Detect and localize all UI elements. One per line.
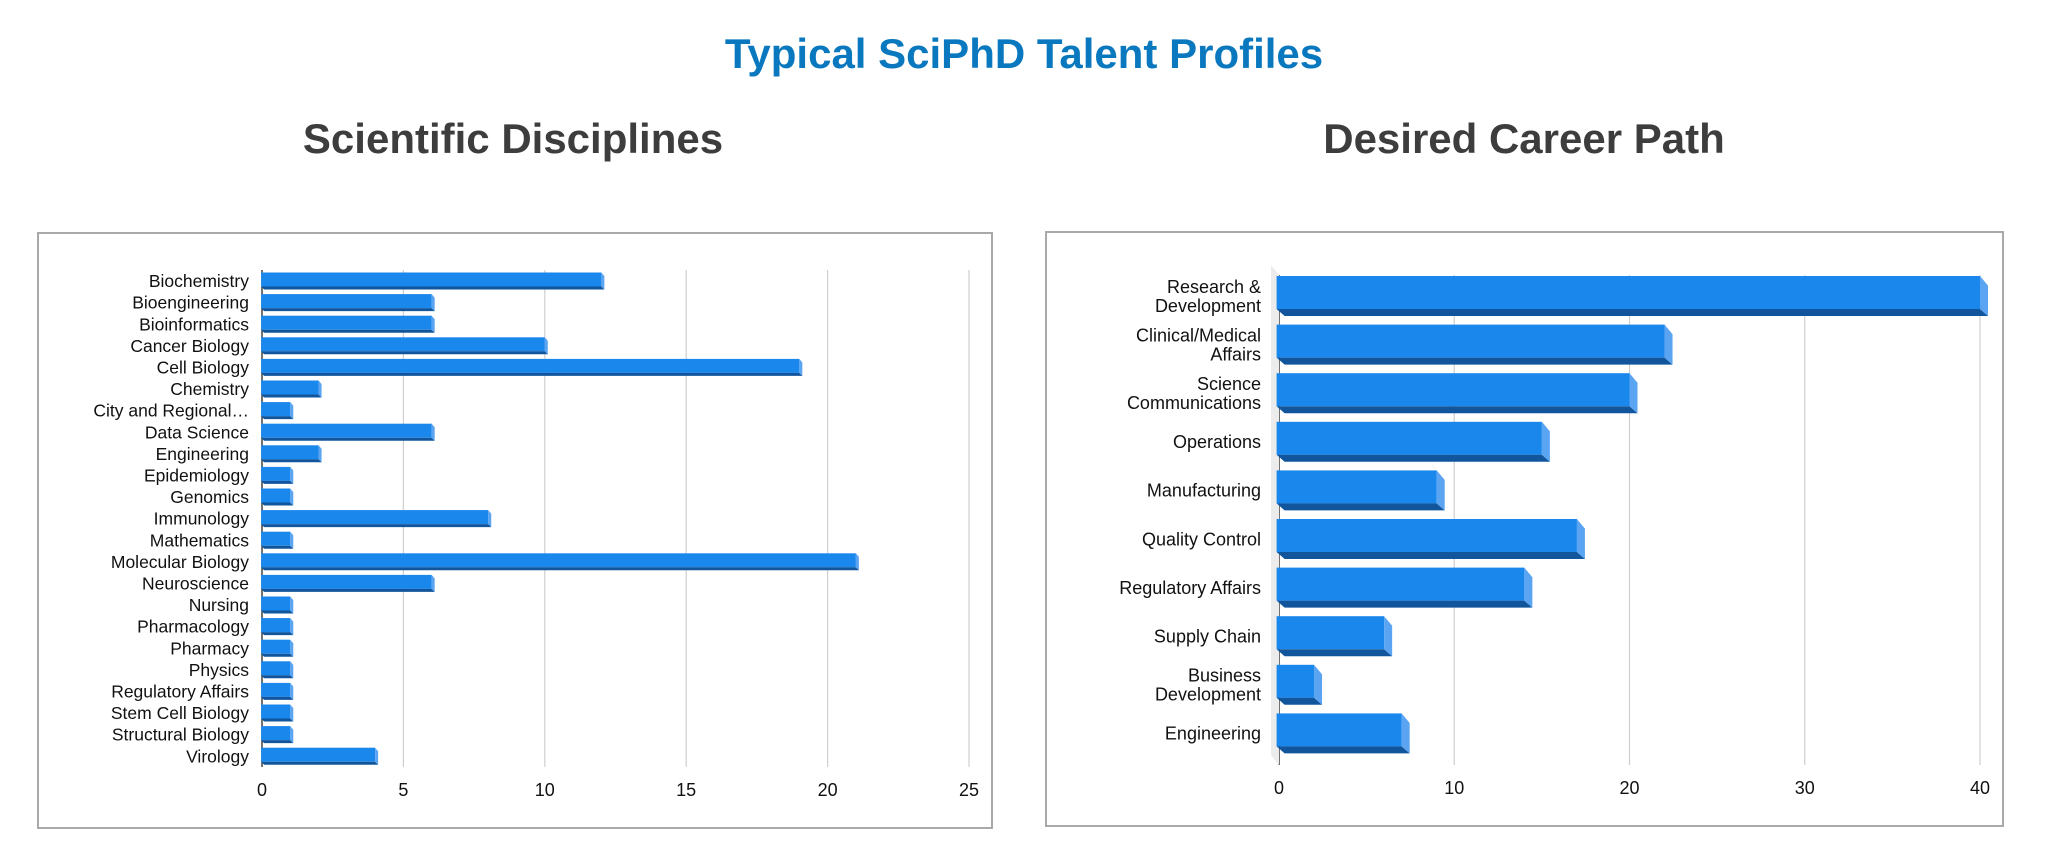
x-tick-label: 10 <box>535 780 555 800</box>
category-label: Regulatory Affairs <box>1119 578 1261 598</box>
bar <box>1276 519 1585 559</box>
category-label: Affairs <box>1210 344 1261 364</box>
category-label: Physics <box>189 660 250 680</box>
bar <box>1276 616 1393 657</box>
disciplines-bar-plot: 0 5 10 15 20 25 BiochemistryBioengineeringBioi… <box>93 270 979 800</box>
bar <box>1276 373 1638 414</box>
category-label: Pharmacology <box>137 617 249 637</box>
category-label: Immunology <box>154 509 250 529</box>
bar <box>261 531 294 549</box>
x-tick-label: 40 <box>1970 778 1990 798</box>
bar <box>261 423 435 441</box>
category-label: Biochemistry <box>149 271 249 291</box>
category-label: Regulatory Affairs <box>111 682 249 702</box>
bar <box>261 272 605 290</box>
category-label: Cell Biology <box>157 358 250 378</box>
category-label: Operations <box>1173 432 1261 452</box>
category-label: Business <box>1188 666 1261 686</box>
category-label: Data Science <box>145 422 249 442</box>
category-label: Clinical/Medical <box>1136 325 1261 345</box>
category-label: Bioinformatics <box>139 314 249 334</box>
x-tick-label: 20 <box>1619 778 1639 798</box>
category-label: Stem Cell Biology <box>111 703 249 723</box>
bar <box>261 445 322 463</box>
bar <box>261 596 294 614</box>
bar <box>1276 276 1988 316</box>
bar <box>261 726 294 744</box>
category-label: Cancer Biology <box>130 336 249 356</box>
category-label: Genomics <box>170 487 249 507</box>
category-label: Development <box>1155 685 1261 705</box>
career-path-chart: 0 10 20 30 40 Research & Development Clinical/M… <box>1045 231 2004 827</box>
bar <box>1276 713 1410 754</box>
x-tick-label: 10 <box>1444 778 1464 798</box>
category-label: Science <box>1197 374 1261 394</box>
bar <box>261 510 492 528</box>
scientific-disciplines-chart: 0 5 10 15 20 25 Biochemistry Bioengineering Bioi… <box>37 232 993 829</box>
bar <box>1276 470 1445 511</box>
page-title: Typical SciPhD Talent Profiles <box>724 30 1324 77</box>
category-label: Development <box>1155 296 1261 316</box>
category-label: Engineering <box>1165 724 1261 744</box>
bar <box>261 315 435 333</box>
category-label: Bioengineering <box>132 293 249 313</box>
bar <box>261 294 435 312</box>
bar <box>261 618 294 636</box>
bar <box>261 337 548 355</box>
x-tick-label: 30 <box>1795 778 1815 798</box>
bar <box>261 466 294 484</box>
bar <box>261 358 803 376</box>
category-label: Molecular Biology <box>111 552 249 572</box>
bar <box>261 682 294 700</box>
x-tick-label: 25 <box>959 780 979 800</box>
x-tick-label: 15 <box>676 780 696 800</box>
category-label: Neuroscience <box>142 574 249 594</box>
x-tick-label: 5 <box>398 780 408 800</box>
bar <box>1276 324 1673 365</box>
category-label: Engineering <box>156 444 249 464</box>
bar <box>261 380 322 398</box>
category-label: Mathematics <box>150 530 249 550</box>
bar <box>261 639 294 657</box>
bar <box>1276 421 1550 462</box>
x-tick-label: 20 <box>818 780 838 800</box>
category-label: Structural Biology <box>112 725 249 745</box>
category-label: Pharmacy <box>170 638 249 658</box>
category-label: City and Regional… <box>93 401 249 421</box>
chart-title-disciplines: Scientific Disciplines <box>302 115 724 162</box>
bar <box>261 553 859 571</box>
chart-title-career-path: Desired Career Path <box>1323 115 1725 162</box>
bar <box>261 661 294 679</box>
bar <box>261 747 379 765</box>
category-label: Manufacturing <box>1147 481 1261 501</box>
bar <box>261 704 294 722</box>
category-label: Nursing <box>189 595 249 615</box>
bar <box>261 574 435 592</box>
category-label: Supply Chain <box>1154 627 1261 647</box>
bar <box>1276 664 1323 705</box>
category-label: Chemistry <box>170 379 249 399</box>
bar <box>261 402 294 420</box>
bar <box>261 488 294 506</box>
category-label: Research & <box>1167 277 1261 297</box>
bar <box>1276 567 1533 608</box>
x-tick-label: 0 <box>257 780 267 800</box>
category-label: Communications <box>1127 393 1261 413</box>
category-label: Virology <box>186 746 249 766</box>
x-tick-label: 0 <box>1274 778 1284 798</box>
category-label: Epidemiology <box>144 466 249 486</box>
category-label: Quality Control <box>1142 529 1261 549</box>
